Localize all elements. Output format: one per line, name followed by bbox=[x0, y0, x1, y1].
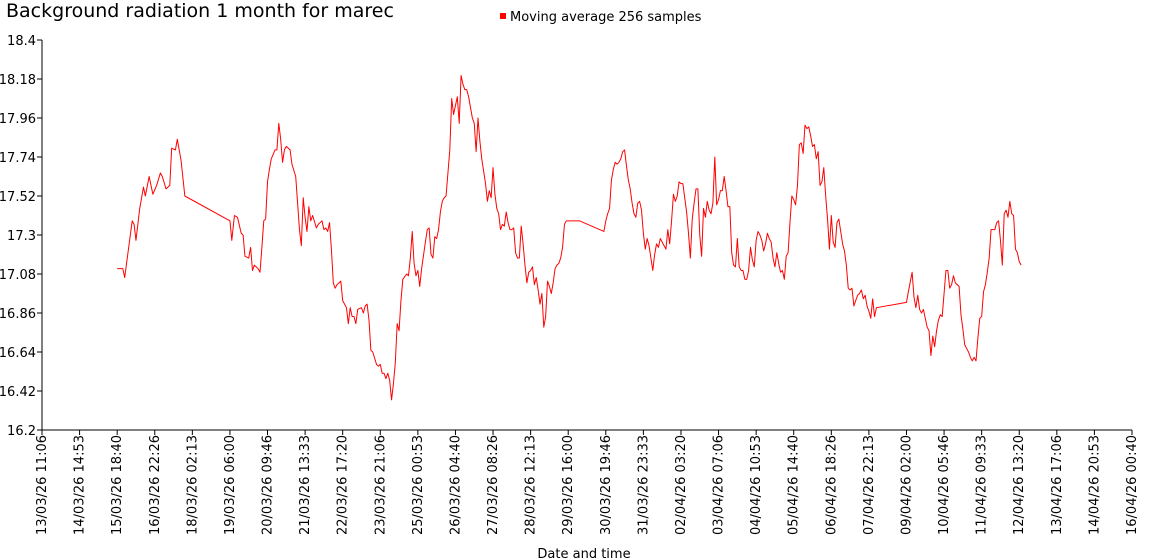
x-tick-label: 02/04/26 03:20 bbox=[674, 435, 689, 535]
y-tick-label: 16.64 bbox=[0, 346, 36, 361]
legend-swatch bbox=[500, 13, 506, 19]
x-tick-label: 14/03/26 14:53 bbox=[73, 435, 88, 535]
x-tick-label: 21/03/26 13:33 bbox=[298, 435, 313, 535]
x-tick-label: 27/03/26 08:26 bbox=[486, 435, 501, 535]
x-tick-label: 06/04/26 18:26 bbox=[824, 435, 839, 535]
y-tick-label: 18.18 bbox=[0, 73, 36, 88]
x-tick-label: 04/04/26 10:53 bbox=[749, 435, 764, 535]
x-tick-label: 12/04/26 13:20 bbox=[1012, 435, 1027, 535]
x-tick-label: 23/03/26 21:06 bbox=[373, 435, 388, 535]
x-tick-label: 28/03/26 12:13 bbox=[524, 435, 539, 535]
x-tick-label: 03/04/26 07:06 bbox=[712, 435, 727, 535]
series-line bbox=[117, 74, 1022, 401]
x-tick-label: 05/04/26 14:40 bbox=[787, 435, 802, 535]
legend-label: Moving average 256 samples bbox=[510, 10, 702, 25]
x-tick-label: 10/04/26 05:46 bbox=[937, 435, 952, 535]
y-tick-label: 16.86 bbox=[0, 307, 36, 322]
y-tick-label: 17.96 bbox=[0, 112, 36, 127]
y-tick-label: 17.74 bbox=[0, 151, 36, 166]
x-tick-label: 09/04/26 02:00 bbox=[899, 435, 914, 535]
y-tick-label: 17.52 bbox=[0, 190, 36, 205]
chart-title: Background radiation 1 month for marec bbox=[6, 0, 394, 22]
x-axis-label: Date and time bbox=[537, 547, 630, 560]
x-tick-label: 29/03/26 16:00 bbox=[561, 435, 576, 535]
x-tick-label: 14/04/26 20:53 bbox=[1087, 435, 1102, 535]
x-tick-label: 16/03/26 22:26 bbox=[148, 435, 163, 535]
y-tick-label: 16.2 bbox=[7, 424, 36, 439]
x-tick-label: 13/04/26 17:06 bbox=[1050, 435, 1065, 535]
legend: Moving average 256 samples bbox=[500, 10, 702, 25]
x-tick-label: 11/04/26 09:33 bbox=[975, 435, 990, 535]
axes: 16.2 16.42 16.64 16.86 17.08 17.3 17.52 17.74 17… bbox=[0, 34, 1140, 535]
x-tick-label: 25/03/26 00:53 bbox=[411, 435, 426, 535]
y-tick-label: 18.4 bbox=[7, 34, 36, 49]
x-tick-label: 30/03/26 19:46 bbox=[599, 435, 614, 535]
x-tick-label: 31/03/26 23:33 bbox=[636, 435, 651, 535]
x-tick-label: 26/03/26 04:40 bbox=[448, 435, 463, 535]
y-tick-label: 17.08 bbox=[0, 268, 36, 283]
x-tick-label: 13/03/26 11:06 bbox=[35, 435, 50, 535]
y-tick-label: 16.42 bbox=[0, 385, 36, 400]
x-tick-label: 07/04/26 22:13 bbox=[862, 435, 877, 535]
x-tick-label: 18/03/26 02:13 bbox=[185, 435, 200, 535]
y-tick-label: 17.3 bbox=[7, 229, 36, 244]
x-tick-label: 15/03/26 18:40 bbox=[110, 435, 125, 535]
plot-area bbox=[117, 74, 1022, 401]
x-tick-label: 22/03/26 17:20 bbox=[336, 435, 351, 535]
x-tick-label: 16/04/26 00:40 bbox=[1125, 435, 1140, 535]
x-tick-label: 19/03/26 06:00 bbox=[223, 435, 238, 535]
x-tick-label: 20/03/26 09:46 bbox=[261, 435, 276, 535]
